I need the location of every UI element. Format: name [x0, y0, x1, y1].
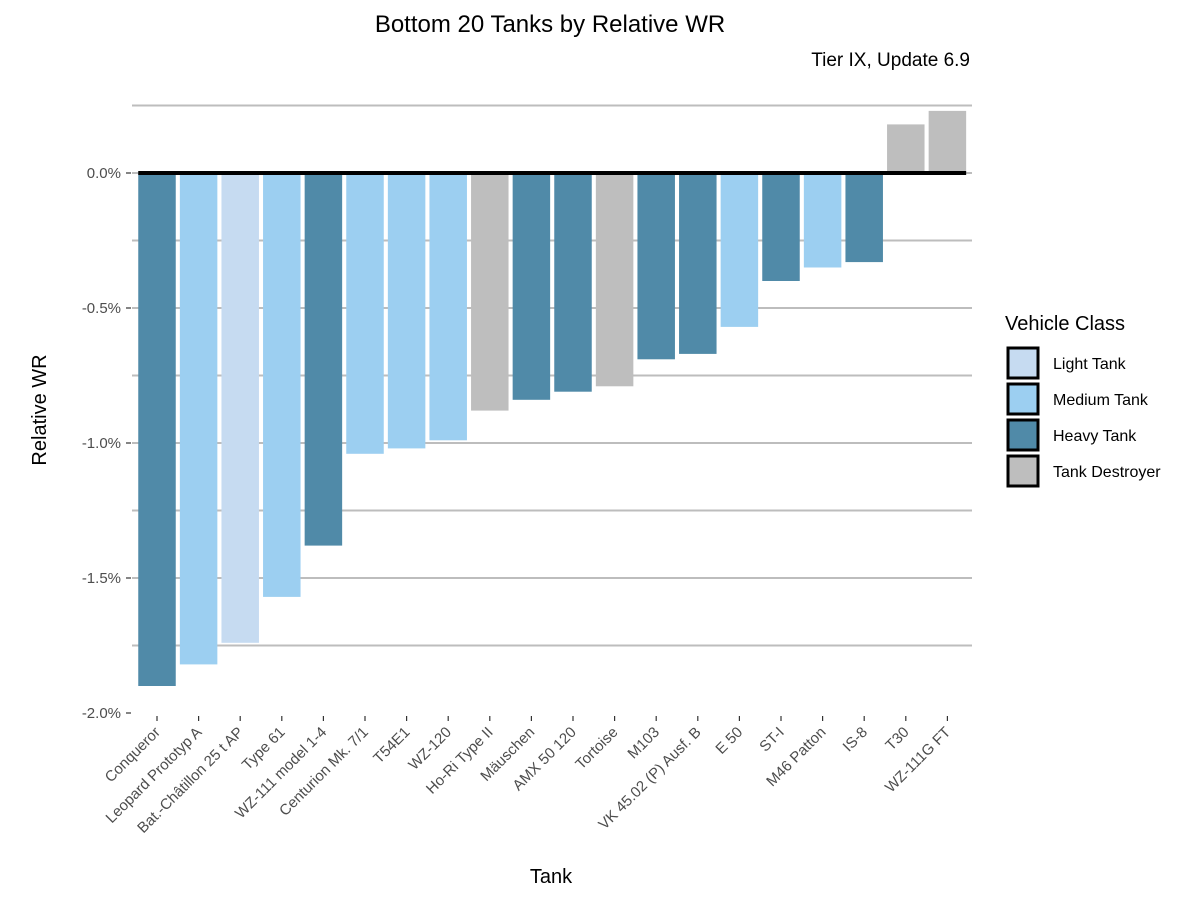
y-tick-label: -0.5% — [82, 300, 121, 317]
x-tick-label: E 50 — [712, 724, 746, 758]
bar — [179, 173, 218, 665]
bar — [762, 173, 800, 281]
x-tick-label: IS-8 — [840, 724, 871, 755]
x-tick-label: T30 — [882, 724, 912, 754]
legend-label: Heavy Tank — [1053, 428, 1137, 445]
legend-swatch — [1006, 454, 1040, 488]
bar — [138, 173, 176, 686]
legend-label: Light Tank — [1053, 356, 1127, 373]
bar — [595, 173, 634, 387]
bar — [429, 173, 467, 441]
bar — [263, 173, 301, 597]
bars — [138, 110, 967, 686]
bar — [554, 173, 592, 392]
y-tick-label: -2.0% — [82, 705, 121, 722]
bar — [887, 124, 925, 173]
x-tick-label: Tortoise — [572, 724, 621, 773]
chart-subtitle: Tier IX, Update 6.9 — [811, 50, 970, 71]
bar — [720, 173, 759, 327]
bar — [928, 110, 967, 173]
bar — [346, 173, 384, 454]
bar — [471, 173, 509, 411]
x-axis-title: Tank — [530, 866, 573, 888]
bar — [679, 173, 717, 354]
y-axis: 0.0% -0.5% -1.0% -1.5% -2.0% — [82, 165, 131, 722]
y-axis-title: Relative WR — [29, 354, 51, 465]
legend-swatch — [1006, 346, 1040, 380]
bar — [221, 173, 259, 643]
legend: Vehicle Class Light Tank Medium Tank Heavy… — [1005, 313, 1161, 488]
legend-label: Medium Tank — [1053, 392, 1149, 409]
legend-swatch — [1006, 382, 1040, 416]
bar — [512, 173, 551, 400]
legend-swatch — [1006, 418, 1040, 452]
x-tick-label: M103 — [624, 724, 663, 763]
legend-title: Vehicle Class — [1005, 313, 1125, 335]
y-tick-label: -1.0% — [82, 435, 121, 452]
bar — [637, 173, 675, 360]
y-tick-label: 0.0% — [87, 165, 121, 182]
bar — [304, 173, 343, 546]
y-tick-label: -1.5% — [82, 570, 121, 587]
legend-label: Tank Destroyer — [1053, 464, 1161, 481]
chart-title: Bottom 20 Tanks by Relative WR — [375, 11, 725, 38]
bar — [803, 173, 842, 268]
bar — [845, 173, 883, 263]
bar — [387, 173, 426, 449]
x-tick-label: ST-I — [756, 724, 787, 755]
